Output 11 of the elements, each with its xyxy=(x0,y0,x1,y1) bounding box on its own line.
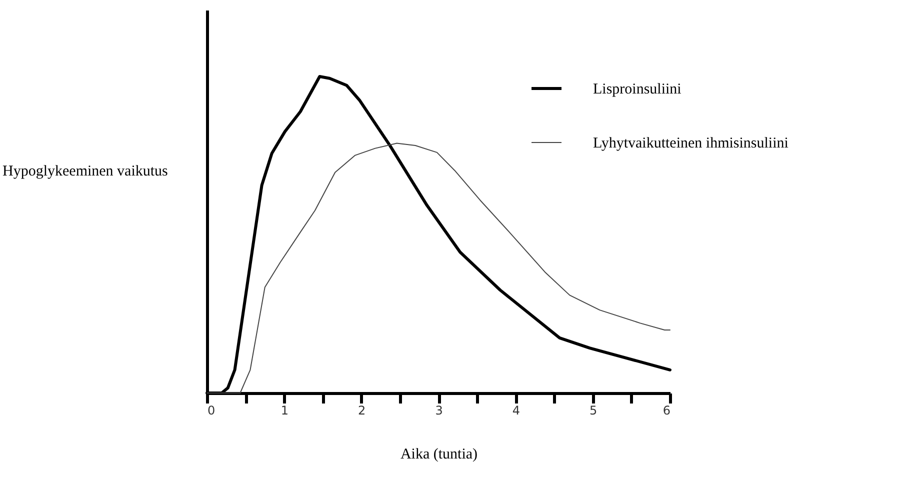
x-tick-label: 4 xyxy=(512,404,520,418)
x-tick-label: 2 xyxy=(358,404,366,418)
x-tick-label: 5 xyxy=(590,404,598,418)
legend-label: Lisproinsuliini xyxy=(593,82,682,98)
x-tick-label: 0 xyxy=(208,404,216,418)
x-tick-label: 6 xyxy=(662,404,670,418)
x-tick-label: 3 xyxy=(435,404,443,418)
x-axis-title: Aika (tuntia) xyxy=(400,446,478,462)
y-axis-title: Hypoglykeeminen vaikutus xyxy=(2,164,168,180)
legend-label: Lyhytvaikutteinen ihmisinsuliini xyxy=(593,136,788,152)
x-tick-label: 1 xyxy=(280,404,288,418)
